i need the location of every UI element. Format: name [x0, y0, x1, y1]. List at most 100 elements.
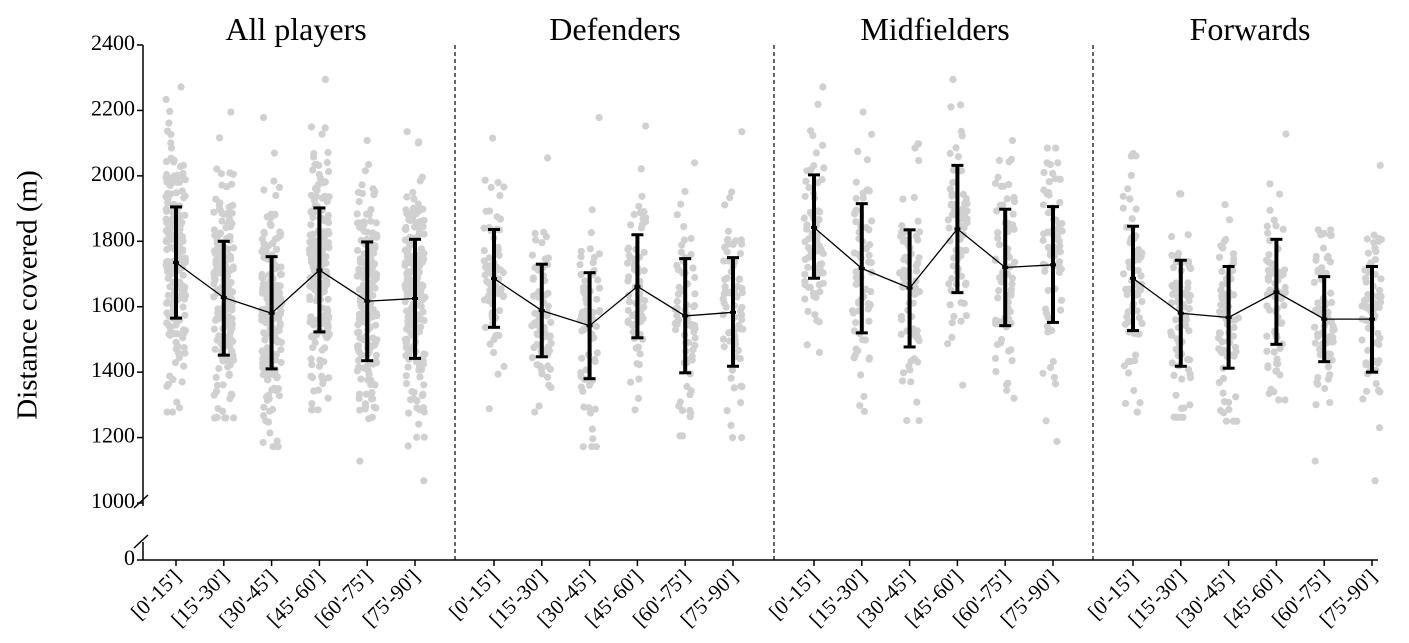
- data-point: [215, 134, 224, 142]
- data-point: [642, 122, 650, 130]
- data-point: [1132, 351, 1140, 359]
- data-point: [372, 321, 380, 329]
- data-point: [946, 237, 954, 245]
- data-point: [1312, 401, 1320, 409]
- data-point: [857, 371, 865, 379]
- data-point: [805, 184, 813, 192]
- data-point: [169, 376, 177, 384]
- data-point: [308, 236, 316, 244]
- data-point: [691, 273, 699, 282]
- data-point: [577, 253, 585, 261]
- data-point: [907, 357, 915, 365]
- data-point: [719, 335, 728, 343]
- data-point: [179, 303, 187, 311]
- data-point: [355, 394, 363, 402]
- data-point: [947, 201, 955, 209]
- data-point: [271, 235, 279, 243]
- data-point: [1136, 399, 1144, 407]
- data-point: [482, 207, 490, 215]
- data-point: [537, 366, 546, 374]
- data-point: [417, 302, 425, 310]
- data-point: [734, 346, 743, 354]
- data-point: [211, 414, 219, 422]
- data-point: [1039, 236, 1047, 244]
- data-point: [1168, 251, 1176, 259]
- data-point: [1186, 370, 1194, 378]
- mean-line: [175, 262, 416, 315]
- data-point: [1186, 401, 1194, 409]
- data-point: [950, 312, 958, 320]
- data-point: [1264, 229, 1272, 237]
- data-point: [579, 284, 588, 292]
- data-point: [367, 217, 375, 225]
- data-point: [306, 283, 314, 291]
- data-point: [269, 370, 277, 378]
- data-point: [1372, 380, 1380, 388]
- data-point: [634, 394, 643, 402]
- data-point: [640, 248, 648, 256]
- data-point: [637, 165, 645, 173]
- data-point: [625, 298, 634, 306]
- data-point: [361, 400, 369, 408]
- data-point: [1135, 256, 1143, 264]
- data-point: [370, 403, 378, 411]
- data-point: [218, 209, 226, 218]
- data-point: [866, 300, 874, 309]
- data-point: [175, 350, 184, 358]
- data-point: [812, 149, 821, 157]
- data-point: [595, 114, 603, 122]
- data-point: [1218, 349, 1226, 357]
- y-tick-label: 1200: [91, 423, 135, 448]
- data-point: [946, 149, 954, 158]
- data-point: [1052, 144, 1060, 152]
- data-point: [1169, 283, 1177, 291]
- data-point: [815, 216, 823, 224]
- data-point: [173, 398, 181, 406]
- data-point: [1376, 334, 1384, 342]
- data-point: [1234, 314, 1242, 322]
- data-point: [898, 377, 907, 385]
- data-point: [899, 195, 907, 203]
- data-point: [499, 292, 507, 300]
- data-point: [402, 372, 410, 380]
- data-point: [1363, 235, 1371, 243]
- data-point: [1310, 323, 1319, 331]
- data-point: [625, 291, 633, 299]
- data-point: [272, 191, 280, 200]
- data-point: [952, 144, 960, 152]
- data-point: [1043, 144, 1051, 152]
- panel-title: Defenders: [549, 11, 680, 47]
- data-point: [1002, 380, 1011, 389]
- data-point: [413, 397, 421, 405]
- data-point: [999, 201, 1007, 209]
- data-point: [494, 179, 502, 187]
- data-point: [997, 182, 1006, 190]
- data-point: [224, 245, 232, 253]
- data-point: [1135, 330, 1143, 338]
- data-point: [1363, 387, 1371, 395]
- data-point: [402, 223, 410, 231]
- data-point: [691, 301, 699, 310]
- data-point: [1218, 267, 1226, 276]
- mean-sd-series: [170, 163, 1378, 381]
- data-point: [809, 289, 818, 297]
- data-point: [915, 417, 923, 425]
- data-point: [865, 251, 873, 259]
- data-point: [1272, 222, 1280, 230]
- data-point: [406, 314, 414, 322]
- data-point: [945, 280, 953, 288]
- data-point: [210, 325, 218, 333]
- data-point: [315, 362, 324, 370]
- data-point: [1119, 270, 1128, 278]
- data-point: [957, 317, 965, 325]
- data-point: [1276, 190, 1284, 198]
- data-point: [325, 168, 333, 176]
- data-point: [324, 323, 332, 331]
- data-point: [500, 362, 508, 370]
- data-point: [309, 153, 318, 161]
- data-point: [274, 443, 282, 451]
- data-point: [321, 344, 329, 352]
- data-point: [272, 356, 280, 364]
- data-point: [962, 279, 970, 287]
- data-point: [1135, 314, 1143, 322]
